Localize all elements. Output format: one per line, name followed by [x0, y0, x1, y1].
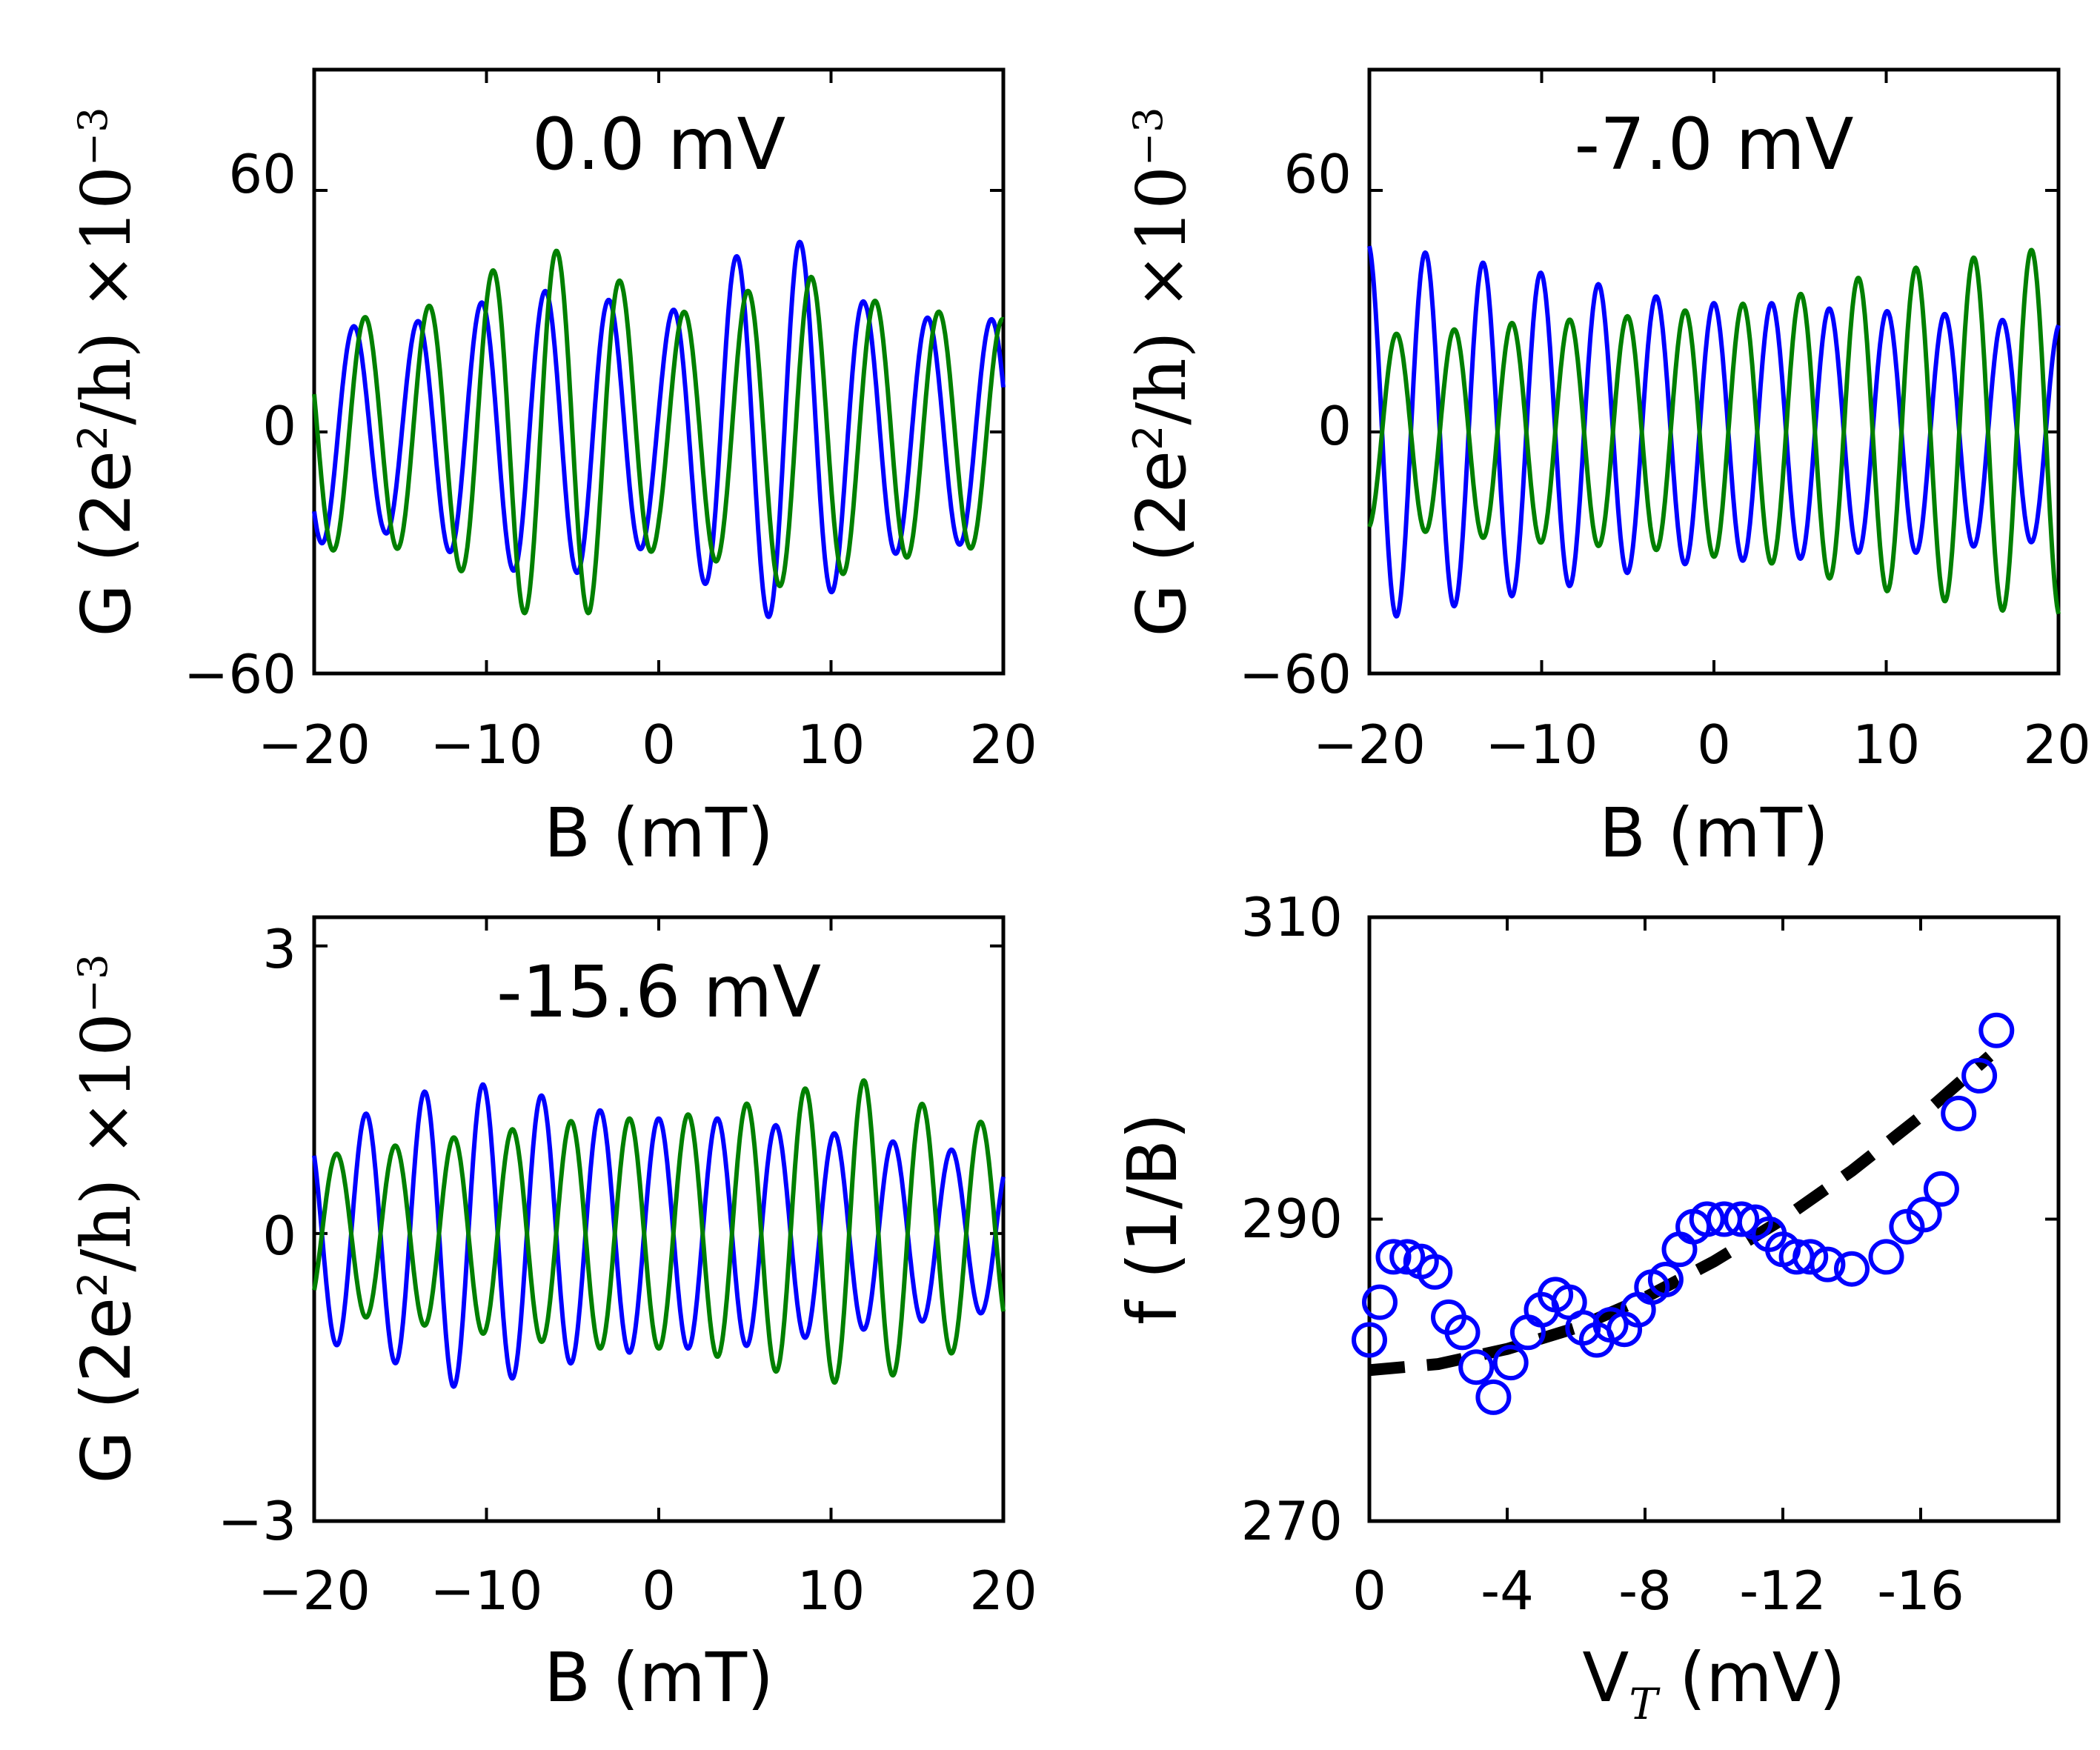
ytick-label: −60 — [184, 643, 296, 705]
xtick-label: 0 — [1352, 1560, 1386, 1622]
data-point — [1417, 1254, 1453, 1290]
ytick-label: 60 — [1283, 143, 1352, 205]
xtick-label: −20 — [258, 713, 371, 776]
data-point — [1941, 1095, 1977, 1131]
series-group — [1367, 245, 2061, 619]
panel-top-left: 0.0 mV −20 −10 0 10 20 −60 0 60 B (mT) G… — [67, 67, 1037, 873]
panel-annotation: -7.0 mV — [1574, 103, 1853, 186]
data-point — [1375, 1239, 1412, 1275]
panel-annotation: -15.6 mV — [496, 951, 821, 1034]
ytick-label: 270 — [1241, 1490, 1343, 1552]
data-point — [1906, 1197, 1942, 1233]
panel-annotation: 0.0 mV — [532, 103, 785, 186]
data-point — [1724, 1201, 1760, 1237]
data-point — [1792, 1239, 1829, 1275]
xtick-label: −10 — [1486, 713, 1598, 776]
xtick-label: −20 — [1313, 713, 1426, 776]
series-blue-line — [312, 239, 1006, 619]
series-green-line — [312, 248, 1005, 616]
xtick-label: 0 — [642, 1560, 676, 1622]
xtick-label: 0 — [642, 713, 676, 776]
ytick-label: 310 — [1241, 886, 1343, 948]
xtick-label: -16 — [1877, 1560, 1964, 1622]
data-point — [1509, 1314, 1546, 1351]
xtick-label: −20 — [258, 1560, 371, 1622]
data-point — [1661, 1231, 1698, 1268]
xtick-label: -12 — [1739, 1560, 1827, 1622]
data-point — [1352, 1322, 1387, 1358]
ytick-label: −60 — [1239, 643, 1352, 705]
panel-bottom-right: 0 -4 -8 -12 -16 270 290 310 VT (mV) f (1… — [1113, 886, 2061, 1729]
panel-bottom-left: -15.6 mV −20 −10 0 10 20 −3 0 3 B (mT) G… — [67, 915, 1037, 1717]
x-axis-label: B (mT) — [544, 1638, 774, 1717]
y-axis-label: G (2e2/h) ×10−3 — [67, 954, 146, 1483]
xtick-label: 20 — [2023, 713, 2091, 776]
series-green-line — [1367, 247, 2061, 615]
data-point — [1444, 1314, 1481, 1351]
xtick-label: −10 — [431, 1560, 543, 1622]
tick-marks — [1368, 916, 2059, 1523]
series-blue-line — [1367, 245, 2061, 619]
xtick-label: 10 — [797, 1560, 865, 1622]
points-group — [1352, 1012, 2015, 1415]
xtick-label: −10 — [431, 713, 543, 776]
series-group — [312, 1078, 1006, 1389]
data-point — [1689, 1201, 1725, 1237]
xtick-label: -8 — [1618, 1560, 1672, 1622]
data-point — [1458, 1349, 1495, 1385]
plot-frame — [1367, 915, 2061, 1523]
series-blue-line — [312, 1082, 1006, 1389]
xtick-label: -4 — [1481, 1560, 1534, 1622]
series-group — [312, 239, 1006, 619]
ytick-label: 0 — [262, 395, 296, 457]
data-point — [1475, 1379, 1512, 1415]
xtick-label: 10 — [1853, 713, 1921, 776]
ytick-label: 290 — [1241, 1188, 1343, 1250]
data-point — [1961, 1057, 1998, 1094]
data-point — [1834, 1251, 1870, 1287]
xtick-label: 20 — [969, 713, 1037, 776]
data-point — [1362, 1284, 1398, 1320]
y-axis-label: G (2e2/h) ×10−3 — [1122, 107, 1201, 636]
xtick-label: 10 — [797, 713, 865, 776]
xtick-label: 0 — [1697, 713, 1731, 776]
data-point — [1868, 1239, 1904, 1275]
y-axis-label: G (2e2/h) ×10−3 — [67, 107, 146, 636]
x-axis-label: VT (mV) — [1582, 1638, 1845, 1729]
data-point — [1923, 1171, 1959, 1207]
y-axis-label: f (1/B) — [1113, 1113, 1192, 1325]
panel-top-right: -7.0 mV −20 −10 0 10 20 −60 0 60 B (mT) … — [1122, 67, 2091, 873]
data-point — [1978, 1012, 2015, 1048]
ytick-label: 0 — [262, 1205, 296, 1267]
data-point — [1492, 1345, 1529, 1381]
ytick-label: 3 — [262, 918, 296, 980]
xtick-label: 20 — [969, 1560, 1037, 1622]
ytick-label: 60 — [228, 143, 296, 205]
x-axis-label: B (mT) — [1599, 794, 1829, 873]
data-point — [1810, 1246, 1846, 1282]
series-green-line — [312, 1078, 1006, 1385]
data-point — [1647, 1262, 1684, 1297]
ytick-label: 0 — [1318, 395, 1352, 457]
x-axis-label: B (mT) — [544, 794, 774, 873]
ytick-label: −3 — [218, 1490, 296, 1552]
